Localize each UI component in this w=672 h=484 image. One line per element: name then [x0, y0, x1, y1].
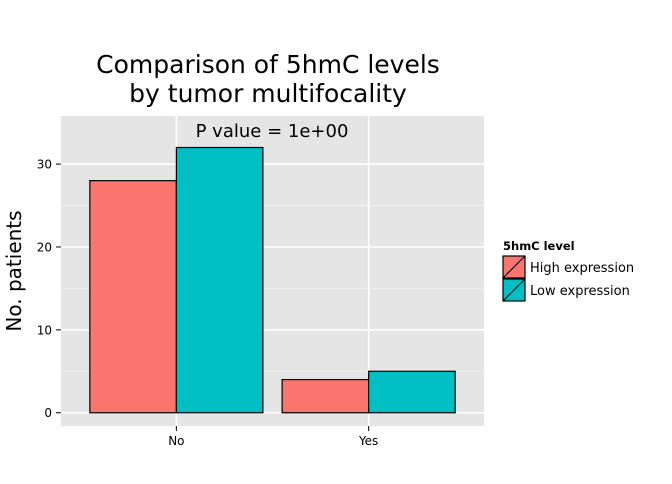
- bar-high-expression-yes: [281, 378, 370, 414]
- bar-low-expression-no: [175, 146, 264, 414]
- bar-high-expression-no: [89, 180, 177, 414]
- legend-title: 5hmC level: [503, 239, 575, 253]
- legend: 5hmC level High expression Low expression: [502, 239, 634, 302]
- y-tick-label: 10: [37, 323, 52, 337]
- legend-item-label: Low expression: [530, 284, 630, 299]
- y-axis-label: No. patients: [2, 210, 26, 331]
- bar-low-expression-yes: [368, 370, 456, 414]
- chart-title-line: by tumor multifocality: [129, 79, 407, 108]
- legend-key-slash: [502, 278, 526, 302]
- y-tick-label: 30: [37, 158, 52, 172]
- bars: [89, 146, 456, 414]
- chart-title-line: Comparison of 5hmC levels: [96, 50, 440, 79]
- y-axis: 0 10 20 30: [37, 158, 61, 420]
- legend-key-slash: [502, 255, 526, 279]
- p-value-annotation: P value = 1e+00: [196, 121, 349, 142]
- legend-item-label: High expression: [530, 261, 634, 276]
- y-tick-label: 20: [37, 240, 52, 254]
- x-axis: No Yes: [168, 426, 378, 448]
- y-tick-label: 0: [44, 406, 52, 420]
- x-tick-label: No: [168, 434, 184, 448]
- x-tick-label: Yes: [358, 434, 378, 448]
